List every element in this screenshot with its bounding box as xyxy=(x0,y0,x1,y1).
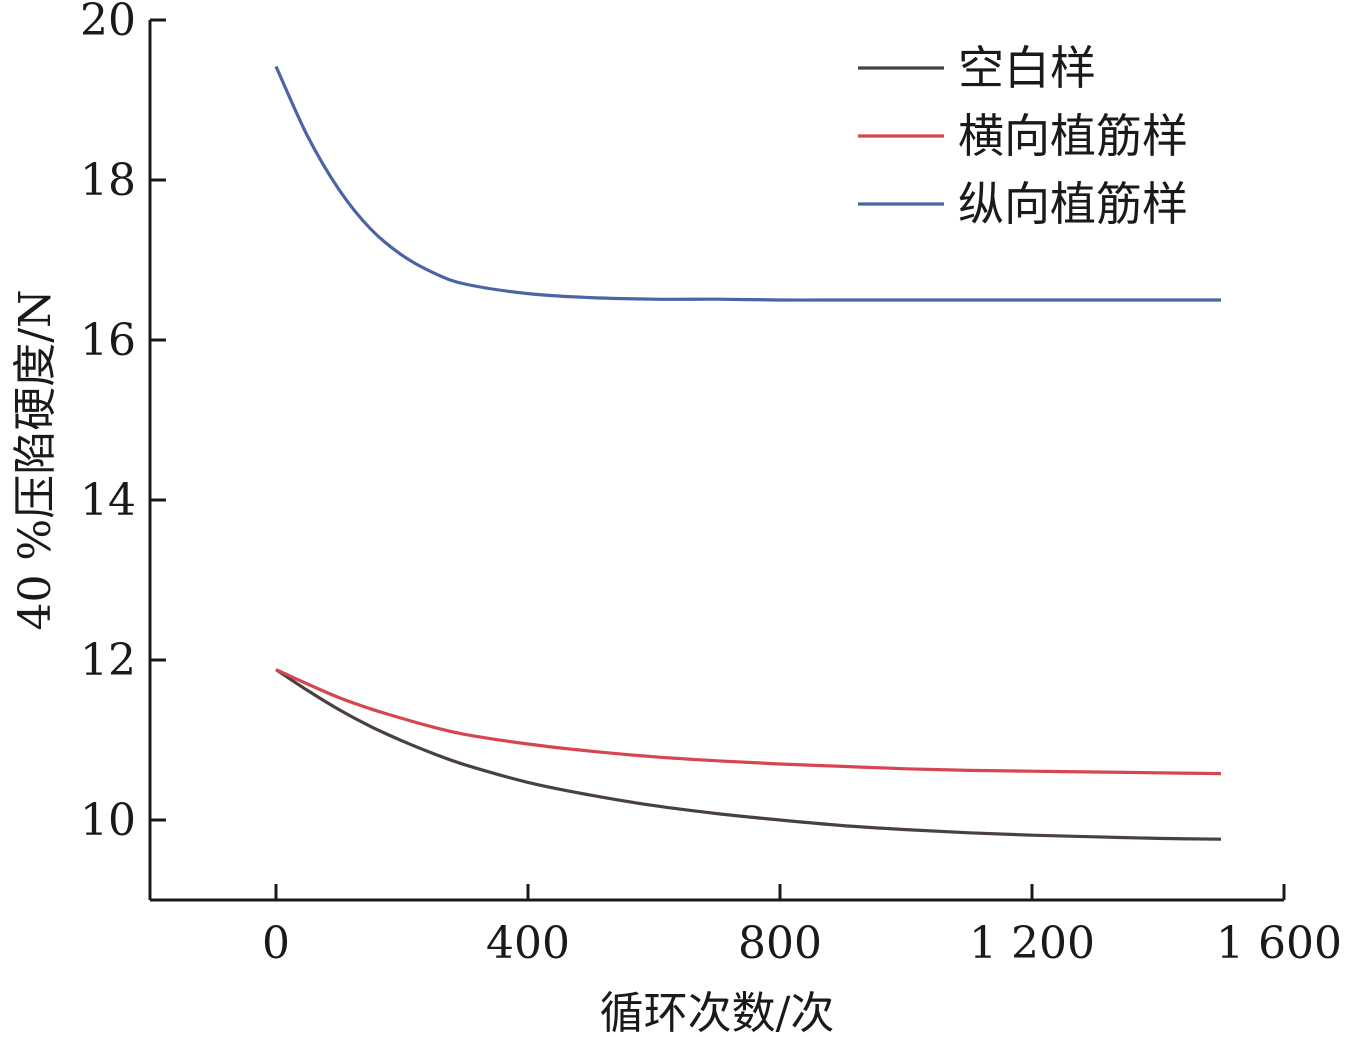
x-axis-title: 循环次数/次 xyxy=(600,988,835,1037)
y-ticks: 10 12 14 16 18 20 xyxy=(80,0,166,846)
x-tick-label: 800 xyxy=(738,918,822,969)
x-tick-label: 1 200 xyxy=(969,918,1095,969)
y-tick-label: 10 xyxy=(80,795,136,846)
x-tick-label: 400 xyxy=(486,918,570,969)
axes xyxy=(148,20,1284,902)
y-tick-label: 14 xyxy=(80,475,136,526)
series-line xyxy=(275,668,1222,841)
legend-label: 纵向植筋样 xyxy=(958,177,1188,231)
legend-label: 横向植筋样 xyxy=(958,109,1188,163)
x-tick-label: 0 xyxy=(262,918,290,969)
series-line xyxy=(274,65,1221,302)
y-tick-label: 16 xyxy=(80,315,136,366)
y-tick-label: 18 xyxy=(80,155,136,206)
x-ticks: 0 400 800 1 200 1 600 xyxy=(262,884,1342,969)
series-line xyxy=(275,668,1222,776)
legend-label: 空白样 xyxy=(958,41,1096,95)
y-tick-label: 20 xyxy=(80,0,136,46)
y-axis-title: 40 %压陷硬度/N xyxy=(10,289,61,630)
y-tick-label: 12 xyxy=(80,635,136,686)
series-layer xyxy=(274,65,1222,841)
x-tick-label: 1 600 xyxy=(1216,918,1342,969)
